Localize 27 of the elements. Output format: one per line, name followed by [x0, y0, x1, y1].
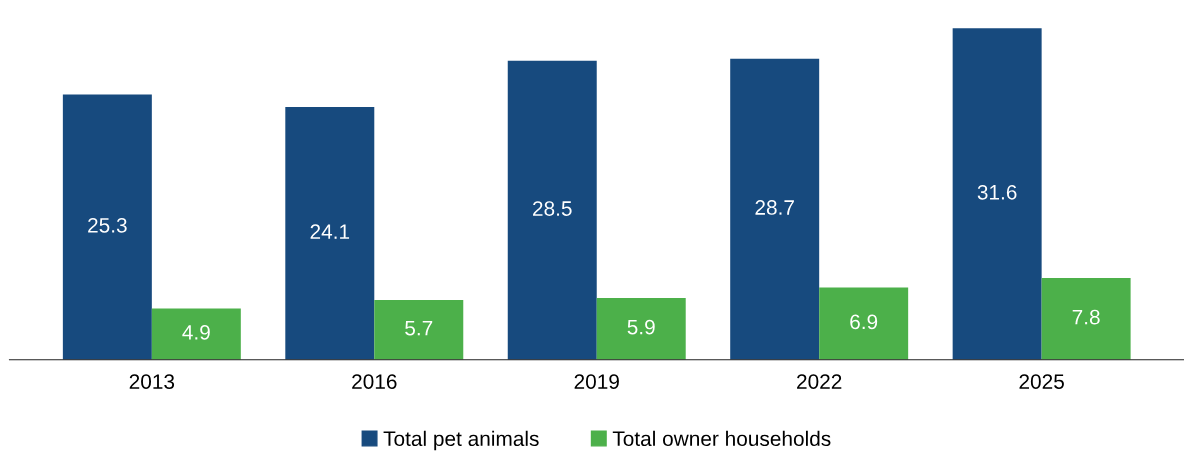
bar: [730, 58, 820, 360]
x-tick-label: 2016: [352, 374, 397, 389]
bar: [952, 28, 1042, 360]
data-label: 24.1: [310, 224, 350, 239]
x-tick-label: 2022: [797, 374, 842, 389]
data-label: 28.7: [755, 200, 794, 215]
bar: [151, 308, 241, 360]
legend-label: Total pet animals: [383, 430, 539, 451]
bar: [507, 60, 597, 360]
data-label: 31.6: [977, 184, 1017, 200]
bar: [1041, 277, 1131, 360]
data-label: 4.9: [182, 324, 210, 340]
bar: [62, 94, 152, 360]
data-label: 5.7: [405, 320, 433, 336]
bar: [596, 297, 686, 360]
x-tick-label: 2013: [129, 374, 175, 389]
data-label: 5.9: [627, 319, 655, 335]
bar: [374, 300, 464, 360]
data-label: 28.5: [533, 201, 572, 216]
x-tick-label: 2019: [574, 374, 619, 389]
data-label: 6.9: [850, 314, 878, 330]
legend-label: Total owner households: [612, 430, 831, 447]
x-tick-label: 2025: [1019, 374, 1064, 389]
bar: [819, 287, 909, 360]
bar: [285, 107, 375, 360]
data-label: 25.3: [88, 217, 127, 233]
data-label: 7.8: [1072, 309, 1100, 325]
